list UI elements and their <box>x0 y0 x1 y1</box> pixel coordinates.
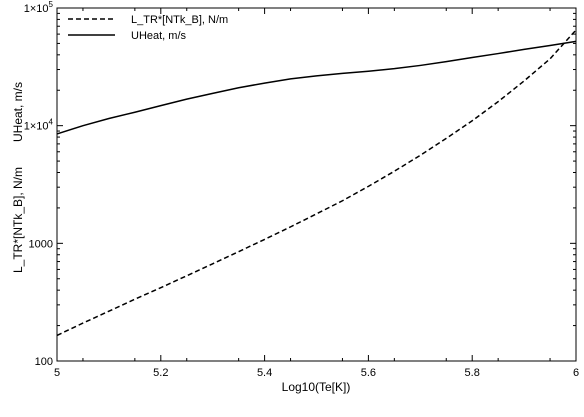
y-axis-label-primary: L_TR*[NTk_B], N/m <box>11 167 25 273</box>
x-tick-label: 5.2 <box>153 367 168 379</box>
legend-entry-ltr: L_TR*[NTk_B], N/m <box>131 14 228 26</box>
y-tick-base: 1000 <box>29 238 53 250</box>
y-tick-base: 100 <box>35 356 53 368</box>
x-axis-label: Log10(Te[K]) <box>282 380 351 394</box>
legend-entry-uheat: UHeat, m/s <box>131 30 187 42</box>
series-line-ltr <box>56 29 577 337</box>
y-tick-exponent: 4 <box>49 118 54 127</box>
x-tick-label: 5.8 <box>465 367 480 379</box>
y-tick-label: 100 <box>35 356 53 368</box>
x-tick-label: 6 <box>573 367 579 379</box>
series-line-uheat <box>56 40 577 135</box>
y-tick-base: 1×10 <box>24 3 49 15</box>
x-tick-label: 5.6 <box>361 367 376 379</box>
legend: L_TR*[NTk_B], N/m UHeat, m/s <box>68 14 228 42</box>
y-tick-label: 1×105 <box>24 0 54 15</box>
x-tick-label: 5 <box>54 367 60 379</box>
y-tick-base: 1×10 <box>24 121 49 133</box>
y-tick-exponent: 5 <box>49 0 54 9</box>
y-tick-label: 1000 <box>29 238 53 250</box>
y-tick-label: 1×104 <box>24 118 54 133</box>
plot-frame <box>56 7 577 362</box>
x-tick-label: 5.4 <box>257 367 272 379</box>
series-layer <box>56 29 577 337</box>
y-axis-label-secondary: UHeat, m/s <box>11 82 25 142</box>
